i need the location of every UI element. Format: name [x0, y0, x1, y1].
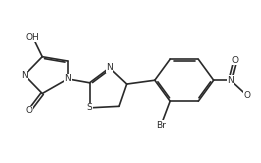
Text: Br: Br [156, 120, 166, 129]
Text: N: N [21, 71, 28, 80]
Text: S: S [87, 103, 92, 112]
Text: N: N [64, 74, 71, 83]
Text: O: O [244, 91, 250, 100]
Text: O: O [26, 106, 33, 115]
Text: N: N [106, 63, 113, 72]
Text: O: O [232, 56, 239, 65]
Text: N: N [227, 76, 234, 85]
Text: OH: OH [26, 33, 40, 42]
